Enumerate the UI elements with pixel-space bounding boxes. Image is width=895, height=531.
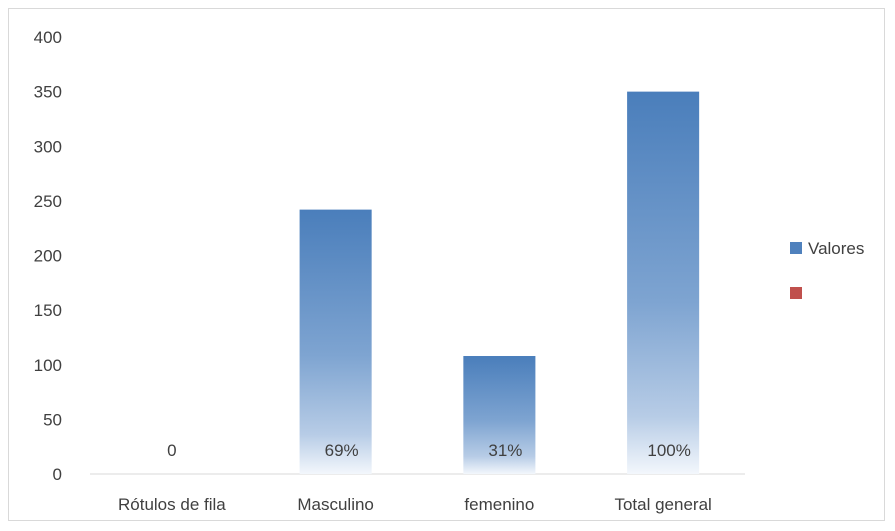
data-labels-group: 0 69% 31% 100% <box>167 441 691 460</box>
bars-group <box>299 91 700 475</box>
legend-swatch-valores <box>790 242 802 254</box>
y-tick-label: 100 <box>34 356 62 375</box>
x-axis-tick-labels: Rótulos de fila Masculino femenino Total ge… <box>118 495 712 514</box>
y-tick-label: 300 <box>34 137 62 156</box>
bar <box>627 91 700 474</box>
bar <box>299 209 372 475</box>
data-label: 31% <box>488 441 522 460</box>
y-axis-tick-labels: 0 50 100 150 200 250 300 350 400 <box>34 28 62 484</box>
x-tick-label: Masculino <box>297 495 374 514</box>
legend-swatch-series-2 <box>790 287 802 299</box>
y-tick-label: 400 <box>34 28 62 47</box>
data-label: 100% <box>647 441 690 460</box>
x-tick-label: femenino <box>464 495 534 514</box>
x-tick-label: Total general <box>614 495 711 514</box>
y-tick-label: 350 <box>34 83 62 102</box>
bar <box>463 356 536 474</box>
y-tick-label: 0 <box>53 465 62 484</box>
y-tick-label: 50 <box>43 410 62 429</box>
y-tick-label: 250 <box>34 192 62 211</box>
legend: Valores <box>790 239 864 299</box>
y-tick-label: 200 <box>34 247 62 266</box>
legend-label-valores: Valores <box>808 239 864 258</box>
y-tick-label: 150 <box>34 301 62 320</box>
x-tick-label: Rótulos de fila <box>118 495 226 514</box>
chart-frame <box>8 8 885 521</box>
data-label: 69% <box>325 441 359 460</box>
data-label: 0 <box>167 441 176 460</box>
